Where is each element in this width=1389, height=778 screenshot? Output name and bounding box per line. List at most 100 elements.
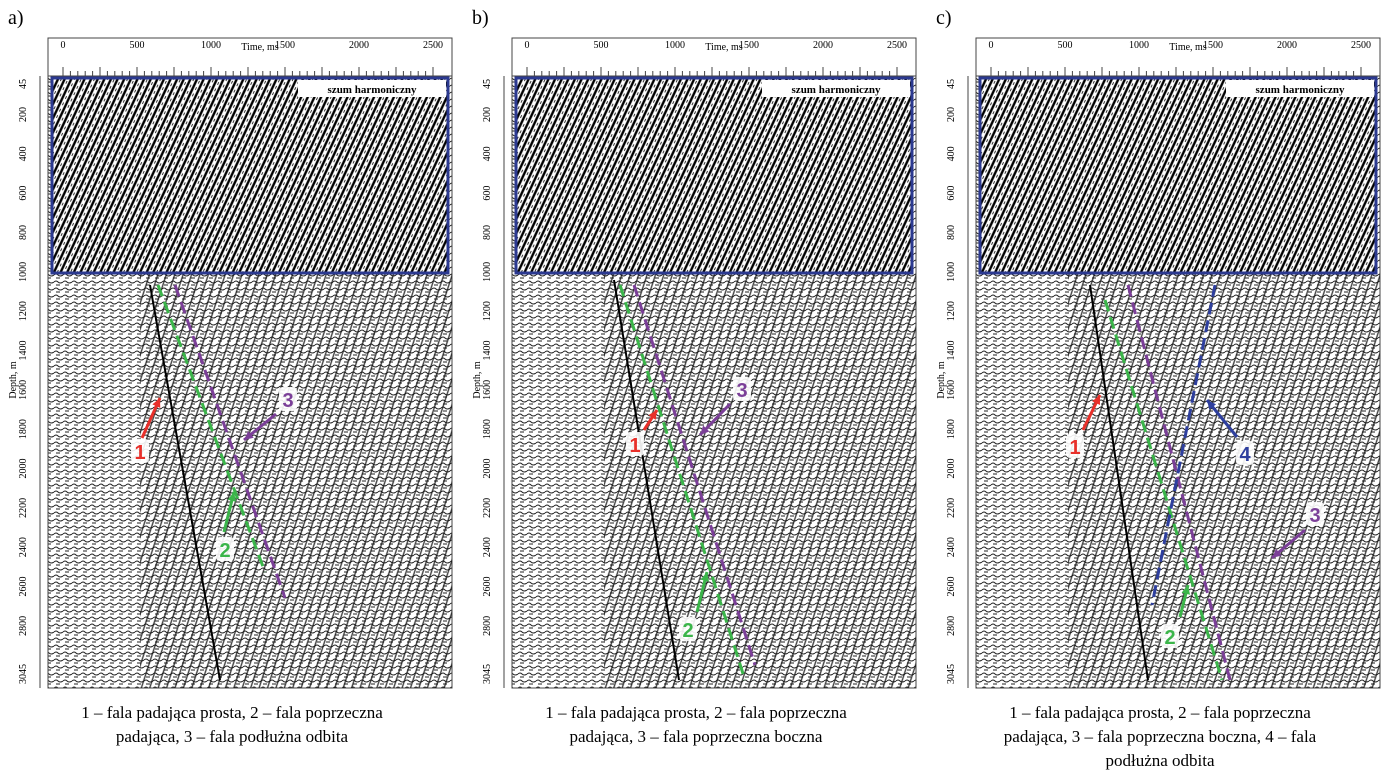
- marker-bg: [733, 377, 751, 401]
- wave-line: [149, 284, 221, 681]
- marker-label: 2: [1164, 627, 1175, 649]
- x-tick-label: 0: [61, 40, 66, 51]
- x-tick-label: 2000: [813, 40, 833, 51]
- caption: padająca, 3 – fala poprzeczna boczna: [570, 727, 823, 746]
- x-axis-label: Time, ms: [1169, 42, 1207, 53]
- caption: padająca, 3 – fala poprzeczna boczna, 4 …: [1004, 727, 1317, 746]
- marker-bg: [1161, 624, 1179, 648]
- panel: b) 0 500 1000 1500 2000 2500 Time, ms szum harmo…: [472, 7, 917, 746]
- box-label: szum harmoniczny: [1256, 84, 1345, 96]
- seismic-events: [604, 273, 916, 688]
- y-tick-label: 400: [946, 146, 957, 161]
- caption: 1 – fala padająca prosta, 2 – fala poprz…: [1009, 703, 1311, 722]
- y-tick-label: 2200: [946, 498, 957, 518]
- arrow-head: [152, 398, 161, 408]
- wave-line: [1150, 284, 1217, 606]
- x-tick-label: 1500: [1203, 40, 1223, 51]
- caption: podłużna odbita: [1105, 751, 1215, 770]
- wave-line: [173, 284, 287, 599]
- x-tick-label: 0: [525, 40, 530, 51]
- marker-label: 1: [134, 442, 145, 464]
- x-tick-label: 0: [989, 40, 994, 51]
- x-tick-label: 1500: [275, 40, 295, 51]
- y-tick-label: 1000: [946, 262, 957, 282]
- caption: 1 – fala padająca prosta, 2 – fala poprz…: [81, 703, 383, 722]
- caption: padająca, 3 – fala podłużna odbita: [116, 727, 349, 746]
- y-tick-label: 2600: [482, 576, 493, 596]
- x-tick-label: 2500: [1351, 40, 1371, 51]
- x-tick-label: 2000: [1277, 40, 1297, 51]
- y-tick-label: 400: [18, 146, 29, 161]
- wave-line: [618, 284, 747, 681]
- arrow-head: [1272, 548, 1282, 558]
- x-tick-label: 500: [594, 40, 609, 51]
- y-tick-label: 1600: [18, 380, 29, 400]
- marker-bg: [1066, 434, 1084, 458]
- marker-label: 3: [1309, 505, 1320, 527]
- x-tick-label: 500: [130, 40, 145, 51]
- y-tick-label: 3045: [946, 664, 957, 684]
- arrow-head: [1207, 400, 1217, 410]
- box-label: szum harmoniczny: [328, 84, 417, 96]
- wave-line: [632, 284, 757, 666]
- marker-bg: [1306, 502, 1324, 526]
- marker-bg: [131, 439, 149, 463]
- x-tick-label: 1000: [201, 40, 221, 51]
- panel-label: b): [472, 7, 489, 29]
- y-tick-label: 600: [18, 186, 29, 201]
- panel-label: c): [936, 7, 952, 29]
- y-tick-label: 600: [946, 186, 957, 201]
- marker-bg: [216, 537, 234, 561]
- x-tick-label: 1000: [1129, 40, 1149, 51]
- marker-bg: [679, 617, 697, 641]
- noise-box: [514, 76, 914, 275]
- caption: 1 – fala padająca prosta, 2 – fala poprz…: [545, 703, 847, 722]
- panel: a) 0 500 1000 1500 2000 2500 Time, ms szum harmo…: [8, 7, 453, 746]
- y-tick-label: 1000: [18, 262, 29, 282]
- y-tick-label: 800: [18, 225, 29, 240]
- marker-label: 4: [1239, 444, 1251, 466]
- noise-zone: [980, 78, 1376, 273]
- y-tick-label: 200: [946, 107, 957, 122]
- y-tick-label: 2400: [946, 537, 957, 557]
- y-tick-label: 1600: [482, 380, 493, 400]
- panel: c) 0 500 1000 1500 2000 2500 Time, ms szum harmo…: [936, 7, 1381, 770]
- marker-label: 1: [629, 435, 640, 457]
- y-tick-label: 2400: [18, 537, 29, 557]
- y-tick-label: 3045: [482, 664, 493, 684]
- y-tick-label: 1200: [18, 301, 29, 321]
- y-tick-label: 45: [482, 79, 493, 89]
- y-tick-label: 45: [18, 79, 29, 89]
- y-tick-label: 1000: [482, 262, 493, 282]
- wave-line: [156, 284, 267, 573]
- box-label: szum harmoniczny: [792, 84, 881, 96]
- marker-bg: [1236, 441, 1254, 465]
- panel-label: a): [8, 7, 24, 29]
- wave-line: [1103, 299, 1224, 681]
- y-tick-label: 2800: [18, 616, 29, 636]
- y-tick-label: 2800: [946, 616, 957, 636]
- y-tick-label: 1800: [18, 419, 29, 439]
- seismic-events: [140, 273, 452, 688]
- noise-zone: [52, 78, 448, 273]
- y-axis-label: Depth, m: [472, 361, 483, 398]
- y-tick-label: 2600: [946, 576, 957, 596]
- y-tick-label: 200: [18, 107, 29, 122]
- y-tick-label: 800: [946, 225, 957, 240]
- wave-line: [1089, 284, 1149, 681]
- marker-label: 2: [219, 540, 230, 562]
- box-label-bg: [298, 80, 446, 97]
- x-axis-label: Time, ms: [705, 42, 743, 53]
- y-tick-label: 1400: [482, 340, 493, 360]
- marker-bg: [626, 432, 644, 456]
- arrow-head: [244, 430, 254, 440]
- noise-box: [50, 76, 450, 275]
- wave-line: [1126, 284, 1232, 681]
- wave-line: [613, 279, 680, 681]
- marker-label: 1: [1069, 437, 1080, 459]
- x-axis-label: Time, ms: [241, 42, 279, 53]
- time-axis-box: [975, 37, 1381, 77]
- y-tick-label: 600: [482, 186, 493, 201]
- y-tick-label: 400: [482, 146, 493, 161]
